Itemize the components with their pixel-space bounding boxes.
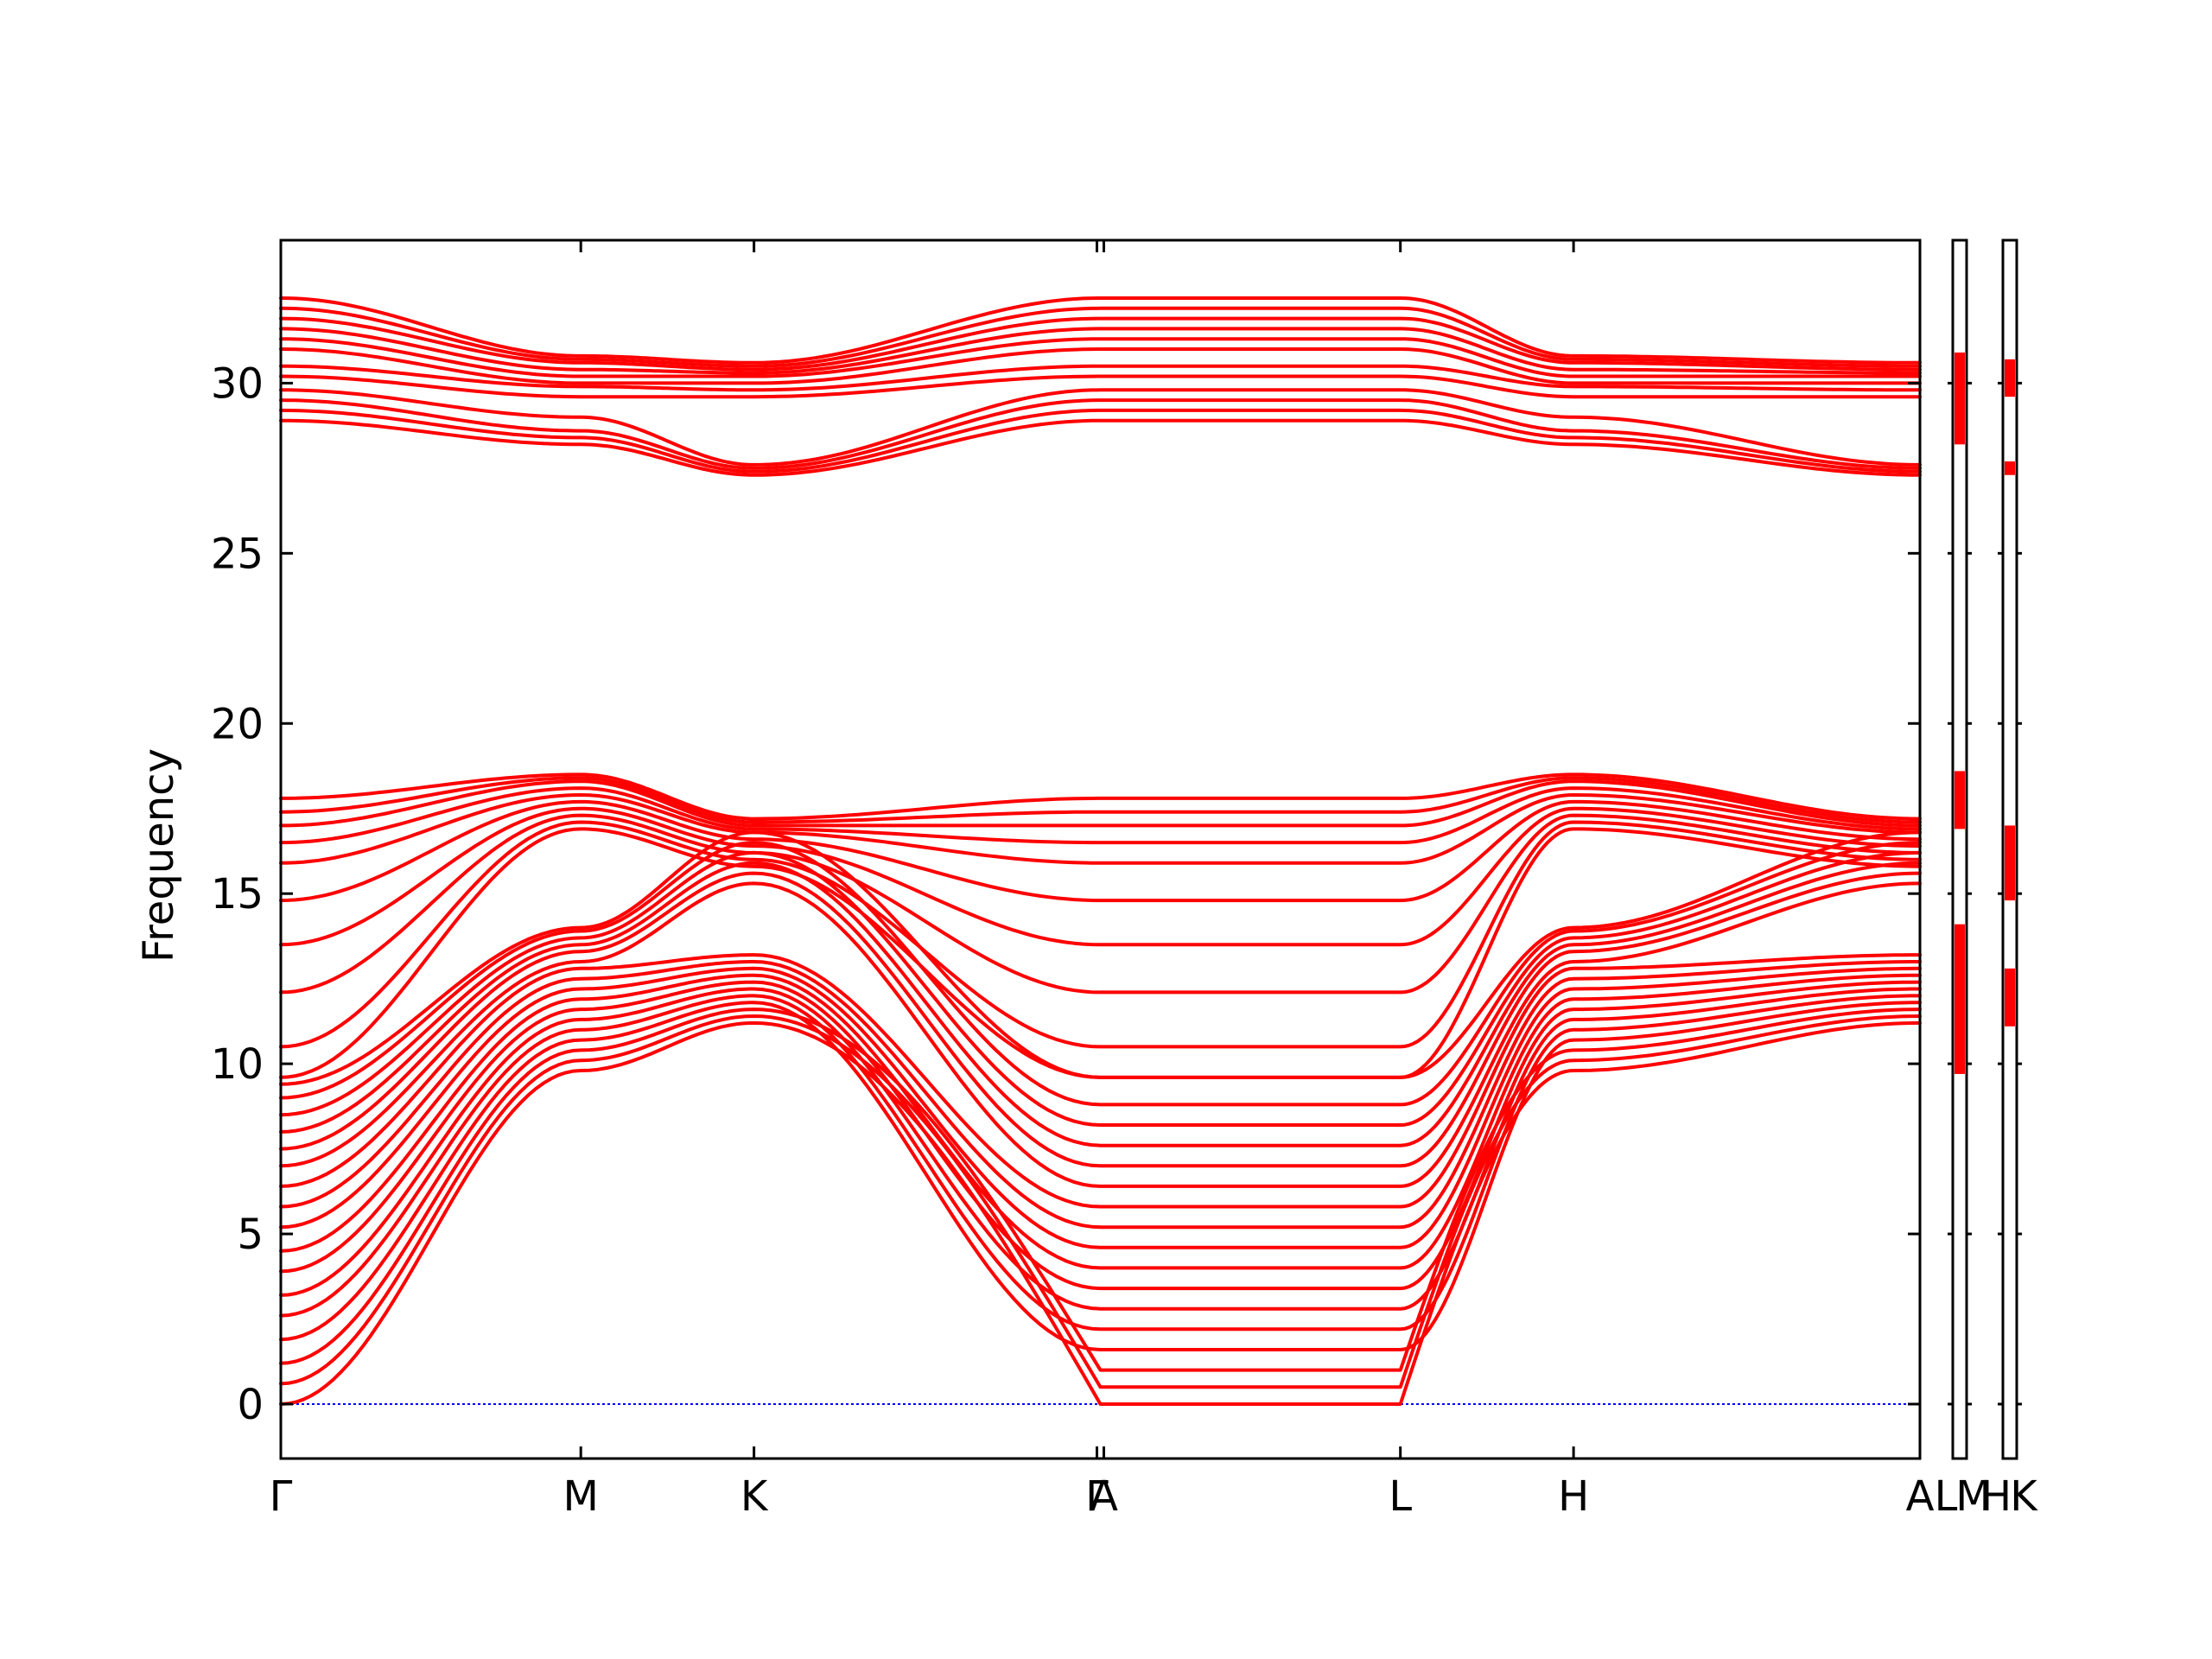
band-line [279, 953, 1922, 1209]
x-tick-label: H [1980, 1472, 2012, 1521]
band-line [279, 820, 1922, 1049]
band-line [279, 306, 1922, 368]
band-line [279, 418, 1922, 477]
band-line [279, 347, 1922, 385]
y-tick-label: 5 [237, 1211, 264, 1259]
band-line [279, 806, 1922, 947]
band-line [279, 364, 1922, 392]
band-line [279, 973, 1922, 1270]
x-tick-label: H [1558, 1472, 1589, 1521]
band-line [279, 327, 1922, 375]
band-line [279, 827, 1922, 1079]
band-line [279, 1001, 1922, 1351]
band-line [279, 1007, 1922, 1372]
y-tick-label: 20 [211, 700, 264, 748]
x-tick-label: K [2010, 1472, 2038, 1521]
band-line [279, 987, 1922, 1311]
band-line [279, 786, 1922, 845]
band-line [279, 779, 1922, 828]
band-line [279, 388, 1922, 467]
x-tick-label: M [563, 1472, 598, 1521]
y-tick-label: 25 [211, 530, 264, 578]
band-line [279, 960, 1922, 1230]
dos-band [2005, 968, 2015, 1027]
band-line [279, 374, 1922, 399]
plot-frame [279, 238, 1922, 1460]
band-line [279, 408, 1922, 474]
y-tick-label: 0 [237, 1381, 264, 1429]
x-tick-label: Γ [1085, 1472, 1109, 1521]
dos-band [1955, 352, 1965, 445]
x-tick-label: L [1935, 1472, 1958, 1521]
band-line [279, 772, 1922, 821]
dos-band [2005, 461, 2015, 475]
band-line [279, 994, 1922, 1332]
band-line [279, 316, 1922, 372]
band-line [279, 296, 1922, 365]
band-line [279, 830, 1922, 1086]
band-line [279, 793, 1922, 865]
band-line [279, 871, 1922, 1168]
x-tick-label: K [741, 1472, 769, 1521]
band-line [279, 966, 1922, 1249]
y-axis-label: Frequency [135, 748, 183, 963]
x-tick-label: A [1090, 1472, 1118, 1521]
dos-panel-frame [1951, 238, 1968, 1460]
band-line [279, 841, 1922, 1107]
dos-band [2005, 825, 2015, 901]
band-line [279, 850, 1922, 1127]
bands-layer [279, 296, 1922, 1406]
band-line [279, 1014, 1922, 1389]
band-line [279, 861, 1922, 1147]
dos-band [1955, 771, 1965, 830]
dos-band [2005, 359, 2015, 397]
band-line [279, 980, 1922, 1291]
x-tick-label: Γ [270, 1472, 293, 1521]
band-line [279, 398, 1922, 470]
x-tick-label: M [1955, 1472, 1991, 1521]
band-line [279, 776, 1922, 824]
band-line [279, 813, 1922, 995]
y-tick-label: 30 [211, 359, 264, 408]
dos-panel-frame [2001, 238, 2018, 1460]
y-tick-label: 10 [211, 1040, 264, 1089]
band-line [279, 799, 1922, 903]
band-line [279, 1020, 1922, 1406]
band-line [279, 337, 1922, 378]
x-tick-label: L [1389, 1472, 1412, 1521]
x-tick-label: A [1906, 1472, 1935, 1521]
band-line [279, 881, 1922, 1188]
dos-band [1955, 924, 1965, 1074]
y-tick-label: 15 [211, 870, 264, 918]
